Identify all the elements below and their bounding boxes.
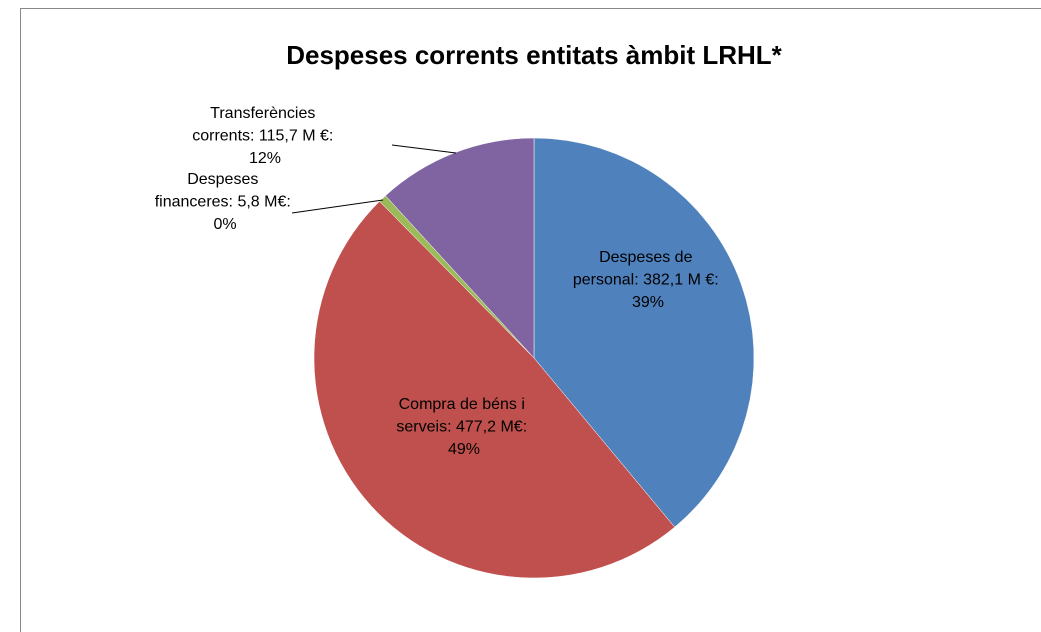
- leader-line: [391, 144, 457, 154]
- data-label-line: financeres: 5,8 M€:: [155, 194, 296, 211]
- leader-line: [291, 199, 384, 214]
- pie-slice: [533, 137, 755, 528]
- data-label-line: Despeses de: [599, 249, 697, 266]
- data-label-line: 39%: [632, 294, 664, 311]
- pie-slice: [313, 200, 676, 579]
- data-label-line: 0%: [213, 216, 236, 233]
- data-label: Despeses de personal: 382,1 M €: 39%: [573, 249, 723, 311]
- data-label: Despeses financeres: 5,8 M€: 0%: [155, 171, 296, 233]
- data-label-line: 12%: [249, 150, 281, 167]
- data-label-line: personal: 382,1 M €:: [573, 272, 723, 289]
- data-label-line: 49%: [448, 441, 480, 458]
- data-label: Transferències corrents: 115,7 M €: 12%: [192, 105, 338, 167]
- chart-title: Despeses corrents entitats àmbit LRHL*: [286, 40, 782, 70]
- data-label-line: corrents: 115,7 M €:: [192, 128, 338, 145]
- data-label-line: serveis: 477,2 M€:: [396, 419, 531, 436]
- data-label-line: Compra de béns i: [399, 396, 530, 413]
- data-label: Compra de béns i serveis: 477,2 M€: 49%: [396, 396, 531, 458]
- data-label-line: Despeses: [187, 171, 263, 188]
- data-label-line: Transferències: [210, 105, 320, 122]
